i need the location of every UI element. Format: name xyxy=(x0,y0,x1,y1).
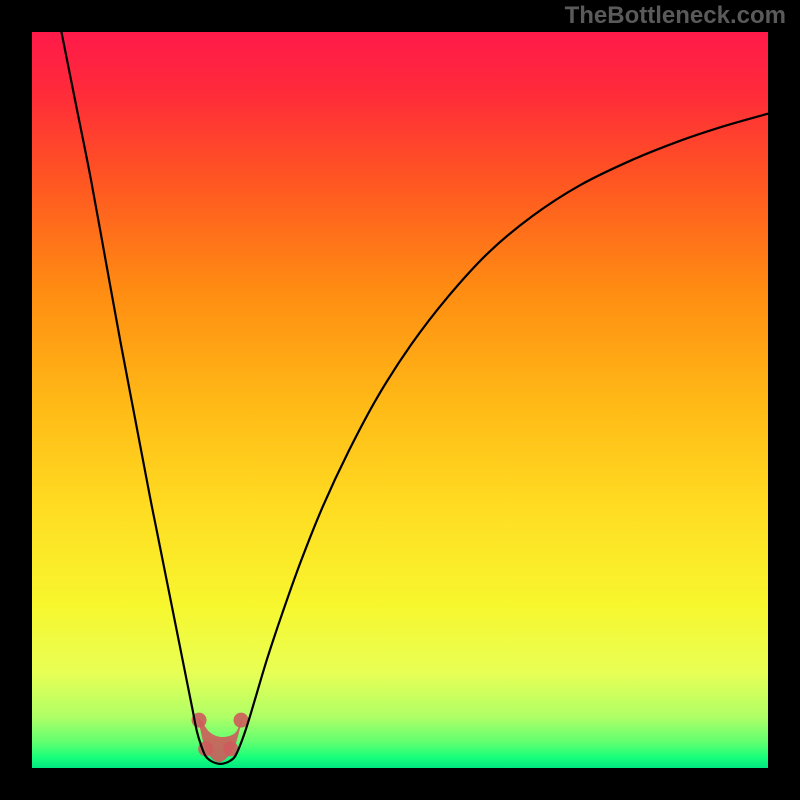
plot-background xyxy=(32,32,768,768)
chart-container: TheBottleneck.com xyxy=(0,0,800,800)
chart-svg xyxy=(0,0,800,800)
watermark-label: TheBottleneck.com xyxy=(565,2,786,30)
